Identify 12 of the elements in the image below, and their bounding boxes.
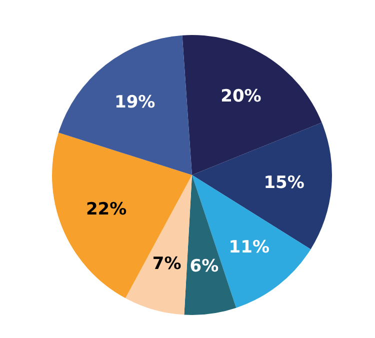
pie-slice: [125, 175, 192, 315]
data-label: 7%: [152, 254, 182, 274]
data-label: 11%: [228, 238, 270, 258]
pie-slice: [58, 35, 192, 175]
data-label: 20%: [220, 86, 262, 107]
pie-slice: [182, 35, 322, 175]
data-label: 22%: [86, 200, 127, 220]
data-label: 15%: [264, 173, 304, 194]
pie-slice: [52, 132, 192, 298]
data-label: 6%: [190, 256, 219, 277]
pie-slice: [192, 175, 311, 308]
data-label: 19%: [114, 92, 156, 112]
